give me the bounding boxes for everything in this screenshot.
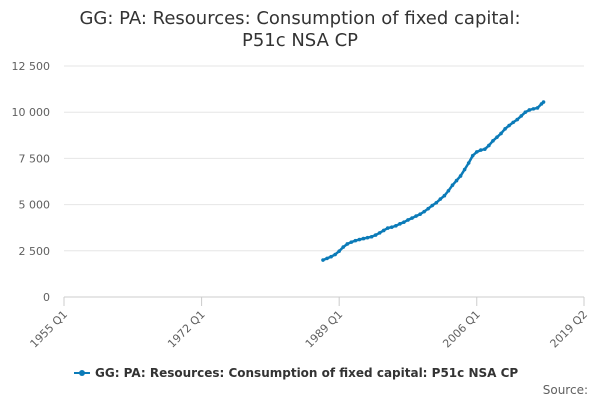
legend-label[interactable]: GG: PA: Resources: Consumption of fixed … (95, 366, 518, 380)
data-point[interactable] (523, 110, 528, 114)
data-point[interactable] (450, 183, 455, 187)
data-point[interactable] (414, 214, 418, 218)
data-point[interactable] (349, 240, 354, 244)
data-point[interactable] (430, 203, 435, 208)
data-point[interactable] (357, 237, 362, 242)
data-point[interactable] (422, 209, 426, 214)
chart-title: GG: PA: Resources: Consumption of fixed … (79, 8, 520, 51)
data-point[interactable] (458, 174, 463, 178)
data-point[interactable] (466, 161, 471, 165)
source-label: Source: (543, 383, 588, 397)
data-point[interactable] (345, 242, 350, 246)
data-point[interactable] (454, 178, 459, 183)
data-point[interactable] (329, 254, 333, 259)
data-point[interactable] (495, 135, 499, 139)
data-point[interactable] (531, 107, 536, 111)
data-point[interactable] (515, 117, 520, 122)
gridlines (64, 65, 584, 298)
data-point[interactable] (446, 188, 451, 193)
data-point[interactable] (474, 150, 479, 154)
data-point[interactable] (535, 106, 540, 110)
data-point[interactable] (398, 222, 402, 226)
data-point[interactable] (491, 139, 495, 143)
x-tick-label: 1989 Q1 (303, 308, 346, 351)
y-tick-label: 5 000 (19, 199, 51, 212)
data-point[interactable] (333, 252, 337, 257)
data-point[interactable] (483, 147, 487, 151)
x-axis: 1955 Q1 1972 Q1 1989 Q1 2006 Q1 2019 Q2 (28, 296, 591, 351)
legend[interactable]: GG: PA: Resources: Consumption of fixed … (74, 366, 518, 380)
data-point[interactable] (462, 167, 467, 172)
data-point[interactable] (511, 120, 515, 125)
y-tick-label: 2 500 (19, 245, 51, 258)
data-point[interactable] (438, 197, 443, 201)
data-point[interactable] (353, 238, 358, 243)
data-point[interactable] (426, 206, 431, 211)
data-point[interactable] (410, 216, 414, 220)
x-tick-label: 2006 Q1 (440, 308, 483, 351)
x-tick-label: 1955 Q1 (28, 308, 71, 351)
data-point[interactable] (389, 225, 394, 229)
y-axis: 0 2 500 5 000 7 500 10 000 12 500 (12, 60, 51, 304)
y-tick-label: 7 500 (19, 152, 51, 165)
legend-swatch-marker (79, 370, 85, 376)
data-point[interactable] (385, 226, 390, 230)
data-point[interactable] (377, 231, 382, 235)
data-point[interactable] (503, 127, 507, 131)
data-point[interactable] (418, 212, 422, 217)
data-point[interactable] (519, 114, 524, 118)
data-point[interactable] (479, 148, 483, 152)
x-tick-label: 2019 Q2 (548, 308, 591, 351)
data-point[interactable] (321, 258, 325, 262)
data-point[interactable] (369, 234, 374, 239)
x-tick-label: 1972 Q1 (165, 308, 208, 351)
y-tick-label: 0 (43, 291, 50, 304)
series-layer (321, 100, 546, 262)
y-tick-label: 12 500 (12, 60, 51, 73)
data-point[interactable] (406, 218, 410, 222)
data-point[interactable] (499, 131, 503, 136)
data-point[interactable] (381, 228, 386, 233)
data-point[interactable] (527, 108, 532, 112)
data-point[interactable] (507, 123, 511, 128)
data-point[interactable] (394, 224, 398, 228)
data-point[interactable] (487, 143, 491, 148)
data-point[interactable] (361, 236, 366, 241)
data-point[interactable] (341, 245, 346, 249)
data-point[interactable] (470, 153, 475, 158)
data-point[interactable] (402, 220, 406, 224)
data-point[interactable] (365, 235, 370, 240)
data-point[interactable] (434, 200, 439, 205)
data-point[interactable] (442, 193, 447, 198)
y-tick-label: 10 000 (12, 106, 51, 119)
data-point[interactable] (541, 100, 546, 104)
data-point[interactable] (337, 249, 341, 253)
data-point[interactable] (325, 256, 329, 261)
data-point[interactable] (373, 233, 378, 237)
